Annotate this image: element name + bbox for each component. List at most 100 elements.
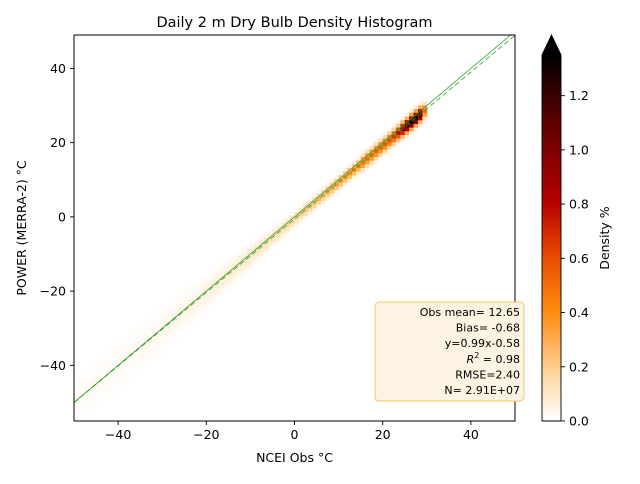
heatmap-cell (162, 321, 168, 326)
heatmap-cell (307, 208, 313, 213)
heatmap-cell (223, 262, 229, 268)
colorbar-outline (541, 33, 562, 422)
heatmap-cell (100, 369, 106, 374)
heatmap-cell (104, 365, 110, 371)
heatmap-cell (78, 417, 84, 421)
heatmap-cell (122, 347, 128, 352)
heatmap-cell (148, 314, 154, 319)
heatmap-cell (166, 336, 172, 341)
heatmap-cell (259, 233, 265, 238)
heatmap-cell (378, 156, 384, 161)
heatmap-cell (206, 303, 212, 308)
heatmap-cell (193, 307, 198, 312)
heatmap-cell (250, 259, 256, 264)
heatmap-cell (135, 329, 141, 334)
heatmap-cell (320, 200, 326, 205)
heatmap-cell (307, 211, 313, 216)
heatmap-cell (223, 274, 229, 279)
heatmap-cell (166, 310, 172, 315)
heatmap-cell (144, 321, 150, 326)
heatmap-cell (395, 119, 401, 124)
heatmap-cell (184, 314, 190, 319)
heatmap-cell (290, 211, 295, 216)
heatmap-cell (250, 248, 256, 253)
heatmap-cell (215, 274, 220, 279)
heatmap-cell (254, 248, 260, 253)
heatmap-cell (109, 384, 115, 389)
heatmap-cell (343, 182, 348, 187)
heatmap-cell (241, 244, 247, 249)
heatmap-cell (122, 340, 128, 345)
heatmap-cell (162, 325, 168, 330)
heatmap-cell (219, 262, 225, 268)
colorbar-tick-label: 0.8 (569, 197, 589, 212)
heatmap-cell (316, 200, 322, 205)
heatmap-cell (365, 167, 370, 172)
heatmap-cell (144, 325, 150, 330)
heatmap-cell (417, 127, 423, 132)
heatmap-cell (179, 329, 185, 334)
heatmap-cell (140, 351, 145, 356)
heatmap-cell (268, 229, 273, 235)
heatmap-cell (387, 149, 392, 154)
heatmap-cell (175, 307, 181, 312)
heatmap-cell (148, 325, 154, 330)
heatmap-cell (237, 274, 242, 279)
heatmap-cell (263, 229, 269, 235)
x-tick-label: −20 (193, 427, 219, 442)
heatmap-cell (206, 307, 212, 312)
heatmap-cell (148, 332, 154, 337)
heatmap-cell (281, 233, 287, 238)
heatmap-cell (78, 376, 84, 381)
heatmap-cell (135, 336, 141, 341)
heatmap-cell (400, 130, 406, 135)
heatmap-cell (135, 351, 141, 356)
heatmap-cell (259, 241, 265, 246)
heatmap-cell (210, 299, 216, 305)
heatmap-cell (378, 149, 384, 154)
heatmap-cell (320, 185, 326, 190)
heatmap-cell (193, 292, 198, 297)
x-tick-label: 40 (463, 427, 479, 442)
x-tick-label: −40 (105, 427, 131, 442)
heatmap-cell (272, 241, 278, 246)
heatmap-cell (91, 365, 97, 370)
heatmap-cell (232, 277, 238, 283)
heatmap-cell (325, 182, 331, 187)
heatmap-cell (162, 310, 168, 315)
y-axis-label: POWER (MERRA-2) °C (14, 160, 29, 296)
heatmap-cell (378, 134, 384, 139)
heatmap-cell (395, 123, 401, 128)
heatmap-cell (232, 270, 238, 275)
heatmap-cell (157, 306, 163, 312)
heatmap-cell (334, 182, 339, 187)
heatmap-cell (351, 178, 357, 183)
heatmap-cell (263, 237, 269, 242)
heatmap-cell (241, 248, 247, 253)
heatmap-cell (197, 307, 203, 312)
heatmap-cell (126, 332, 132, 337)
heatmap-cell (347, 171, 353, 176)
heatmap-cell (82, 380, 88, 385)
heatmap-cell (276, 237, 282, 242)
heatmap-cell (193, 310, 198, 316)
heatmap-cell (78, 380, 84, 385)
heatmap-cell (91, 369, 97, 374)
heatmap-cell (206, 292, 212, 297)
heatmap-cell (206, 299, 212, 305)
heatmap-cell (382, 134, 388, 139)
heatmap-cell (193, 281, 198, 286)
heatmap-cell (135, 332, 141, 337)
heatmap-cell (157, 351, 163, 356)
heatmap-cell (144, 347, 150, 352)
heatmap-cell (82, 395, 88, 400)
heatmap-cell (100, 380, 106, 385)
heatmap-cell (245, 248, 251, 253)
heatmap-cell (417, 105, 423, 110)
heatmap-cell (400, 138, 406, 143)
heatmap-cell (109, 365, 115, 371)
heatmap-cell (135, 355, 141, 360)
heatmap-cell (298, 211, 304, 216)
heatmap-cell (276, 233, 282, 238)
heatmap-cell (329, 185, 335, 191)
